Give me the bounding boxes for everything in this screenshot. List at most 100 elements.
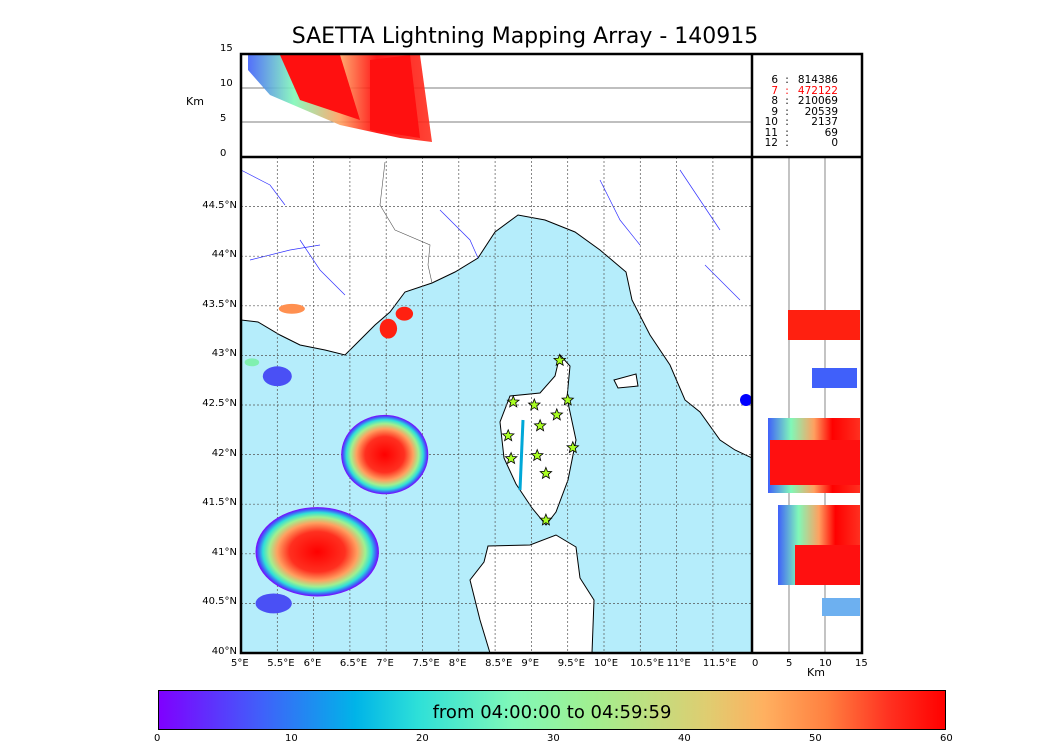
colorbar-tick: 30: [547, 733, 560, 744]
ytick: 5: [220, 113, 227, 124]
lightning-cluster: [278, 303, 305, 314]
lon-tick: 7.5°E: [412, 658, 440, 669]
lightning-cluster: [395, 306, 414, 321]
source-count: 210069: [797, 95, 838, 107]
separator: :: [785, 105, 789, 118]
ytick: 0: [220, 148, 227, 159]
ytick: 15: [220, 43, 233, 54]
station-count-key: 6: [771, 74, 778, 86]
source-count: 814386: [797, 74, 838, 86]
lon-tick: 6.5°E: [339, 658, 368, 669]
lightning-cluster: [341, 414, 429, 495]
lightning-cluster: [255, 507, 379, 597]
lat-tick: 43.5°N: [202, 298, 237, 310]
colorbar-tick: 10: [285, 733, 298, 744]
station-star-icon: [527, 397, 542, 411]
stations-count-legend: 6:814386 7:472122 8:210069 9:20539 10:2137 11…: [756, 75, 856, 149]
xtick: 0: [752, 658, 759, 669]
lon-tick: 9°E: [521, 658, 540, 669]
station-markers: [501, 353, 580, 526]
border: [379, 161, 433, 284]
source-count: 20539: [804, 105, 838, 118]
lat-tick: 41.5°N: [202, 497, 237, 509]
lat-tick: 44°N: [211, 249, 237, 261]
lat-tick: 43°N: [211, 348, 237, 360]
stats-row: 8:210069: [756, 96, 856, 107]
lightning-trace: [518, 419, 525, 491]
station-star-icon: [501, 428, 515, 442]
lon-tick: 9.5°E: [557, 658, 585, 669]
lon-tick: 11.5°E: [702, 658, 737, 669]
stats-row: 10: 2137: [756, 117, 856, 128]
source-count: 0: [831, 137, 838, 149]
station-star-icon: [566, 440, 580, 454]
panel-frames: [239, 52, 864, 655]
separator: :: [785, 84, 789, 97]
lat-tick: 42°N: [211, 447, 237, 459]
rivers: [241, 169, 741, 301]
lon-tick: 5.5°E: [267, 658, 295, 669]
stats-row: 6:814386: [756, 75, 856, 86]
station-count-key: 11: [764, 126, 778, 139]
separator: :: [785, 137, 789, 149]
lon-tick: 7°E: [376, 658, 394, 669]
colorbar-label: from 04:00:00 to 04:59:59: [432, 702, 672, 723]
station-star-icon: [539, 466, 553, 480]
station-star-icon: [560, 392, 575, 406]
lightning-cluster: [244, 358, 260, 367]
source-count: 2137: [811, 116, 838, 128]
lat-tick: 44.5°N: [202, 199, 237, 211]
source-count: 69: [824, 126, 838, 139]
station-count-key: 10: [764, 116, 778, 128]
source-count: 472122: [797, 84, 838, 97]
lightning-cluster: [379, 318, 398, 339]
station-star-icon: [539, 512, 553, 526]
lake-marker: [740, 394, 752, 406]
time-colorbar: [158, 690, 946, 730]
colorbar-tick: 20: [416, 733, 429, 744]
xtick: 10: [819, 658, 832, 669]
lat-tick: 40°N: [211, 646, 237, 657]
map-panel: [241, 157, 752, 653]
lon-tick: 5°E: [231, 658, 249, 669]
stats-row: 7:472122: [756, 84, 856, 97]
lon-tick: 10°E: [594, 658, 619, 669]
lon-tick: 11°E: [666, 658, 691, 669]
station-star-icon: [550, 407, 564, 421]
lon-tick: 8.5°E: [485, 658, 513, 669]
station-star-icon: [504, 451, 518, 465]
chart-title: SAETTA Lightning Mapping Array - 140915: [291, 24, 759, 49]
stats-row: 11: 69: [756, 126, 856, 139]
mainland: [241, 157, 752, 459]
lma-figure: [239, 52, 864, 655]
station-star-icon: [530, 448, 544, 462]
lightning-cluster: [262, 366, 292, 387]
station-count-key: 12: [764, 137, 778, 149]
stats-row: 9: 20539: [756, 105, 856, 118]
colorbar-tick: 40: [678, 733, 691, 744]
station-star-icon: [552, 353, 567, 367]
stats-row: 12: 0: [756, 138, 856, 149]
station-count-key: 9: [771, 105, 778, 118]
elba: [613, 373, 639, 389]
station-star-icon: [533, 418, 547, 432]
colorbar-tick: 50: [809, 733, 822, 744]
separator: :: [785, 74, 789, 86]
colorbar-tick: 0: [154, 733, 161, 744]
separator: :: [785, 126, 789, 139]
top-ylabel: Km: [186, 95, 204, 108]
xtick: 15: [855, 658, 868, 669]
separator: :: [785, 95, 789, 107]
station-count-key: 8: [771, 95, 778, 107]
lightning-clusters: [244, 303, 429, 614]
altitude-lon-panel: [241, 55, 752, 142]
lat-tick: 41°N: [211, 546, 237, 558]
station-star-icon: [506, 394, 521, 408]
ytick: 10: [220, 78, 233, 89]
lon-tick: 10.5°E: [630, 658, 664, 669]
xtick: 5: [786, 658, 793, 669]
lightning-cluster: [255, 593, 292, 614]
altitude-lat-panel: [768, 157, 860, 653]
lat-tick: 42.5°N: [202, 398, 237, 409]
colorbar-tick: 60: [940, 733, 953, 744]
